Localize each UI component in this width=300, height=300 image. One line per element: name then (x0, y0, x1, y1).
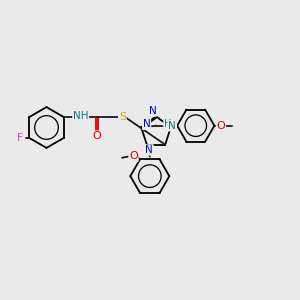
Text: NH: NH (73, 110, 88, 121)
Text: N: N (148, 106, 156, 116)
Text: O: O (129, 151, 138, 161)
Text: N: N (169, 121, 176, 131)
Text: H: H (164, 119, 171, 129)
Text: F: F (17, 133, 24, 143)
Text: N: N (146, 145, 153, 155)
Text: O: O (217, 121, 225, 131)
Text: N: N (143, 119, 150, 129)
Text: O: O (93, 131, 101, 141)
Text: S: S (119, 112, 126, 122)
